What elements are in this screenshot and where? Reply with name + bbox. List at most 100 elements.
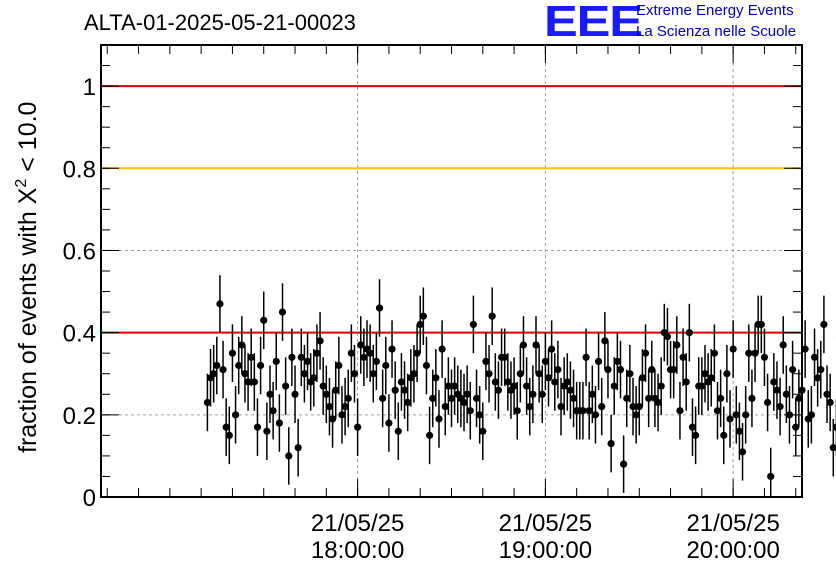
data-point bbox=[538, 390, 546, 398]
y-tick-labels: 0 0.2 0.4 0.6 0.8 1 bbox=[63, 74, 96, 512]
data-point bbox=[413, 349, 421, 357]
data-point bbox=[826, 398, 834, 407]
logo-text-line2: La Scienza nelle Scuole bbox=[636, 23, 797, 40]
data-point bbox=[613, 357, 621, 365]
data-point bbox=[228, 349, 237, 357]
data-point bbox=[585, 407, 593, 415]
data-point bbox=[466, 407, 474, 415]
y-axis-label-tail: < 10.0 bbox=[14, 102, 42, 179]
data-point bbox=[641, 349, 650, 357]
data-point bbox=[757, 320, 765, 329]
data-point bbox=[620, 460, 628, 468]
reference-lines bbox=[101, 85, 802, 334]
data-point bbox=[688, 423, 697, 431]
data-point bbox=[238, 341, 246, 349]
data-point bbox=[541, 357, 549, 365]
data-point bbox=[432, 374, 440, 382]
data-point bbox=[598, 403, 606, 411]
y-tick-label: 0.6 bbox=[63, 238, 96, 265]
data-point bbox=[513, 407, 521, 415]
data-point bbox=[382, 361, 390, 370]
data-point bbox=[316, 337, 324, 345]
x-tick-time-label: 20:00:00 bbox=[686, 537, 779, 564]
data-point bbox=[760, 353, 769, 361]
data-point bbox=[832, 423, 836, 431]
data-point bbox=[726, 415, 734, 423]
data-point bbox=[247, 353, 255, 361]
data-point bbox=[807, 411, 815, 419]
data-point bbox=[451, 382, 459, 390]
x-tick-date-label: 21/05/25 bbox=[311, 510, 404, 537]
data-point bbox=[278, 308, 287, 316]
x-tick-labels: 21/05/2518:00:0021/05/2519:00:0021/05/25… bbox=[311, 510, 780, 564]
chart-title: ALTA-01-2025-05-21-00023 bbox=[84, 10, 356, 35]
data-point bbox=[419, 312, 427, 320]
data-point bbox=[463, 390, 471, 398]
data-point bbox=[341, 403, 349, 411]
data-point bbox=[257, 361, 265, 370]
data-point bbox=[325, 403, 334, 411]
eee-logo: EEE bbox=[544, 0, 643, 46]
data-point bbox=[260, 316, 268, 324]
data-point bbox=[663, 333, 672, 341]
data-point bbox=[288, 353, 296, 361]
y-tick-label: 0.4 bbox=[63, 321, 96, 348]
data-point bbox=[544, 374, 553, 382]
y-tick-label: 0 bbox=[83, 485, 96, 512]
data-point bbox=[388, 345, 396, 353]
data-point bbox=[294, 444, 302, 452]
data-point bbox=[776, 403, 784, 411]
data-point bbox=[594, 357, 603, 365]
data-point bbox=[720, 431, 728, 439]
data-point bbox=[673, 341, 681, 349]
data-point bbox=[566, 386, 575, 394]
data-point bbox=[338, 411, 346, 419]
data-point bbox=[297, 353, 305, 361]
data-point bbox=[588, 390, 596, 398]
data-point bbox=[579, 407, 587, 415]
data-point bbox=[623, 394, 631, 402]
data-point bbox=[485, 370, 493, 378]
data-point bbox=[629, 403, 637, 411]
data-point bbox=[510, 382, 518, 390]
data-point bbox=[738, 448, 747, 456]
data-point bbox=[385, 419, 393, 427]
data-point bbox=[447, 394, 456, 402]
data-point bbox=[817, 366, 825, 374]
data-point bbox=[657, 382, 665, 390]
data-point bbox=[476, 411, 484, 419]
y-axis-label-superscript: 2 bbox=[13, 179, 30, 188]
data-point bbox=[394, 427, 402, 435]
data-point bbox=[795, 394, 803, 402]
data-point bbox=[253, 423, 262, 431]
data-point bbox=[441, 403, 449, 411]
data-point bbox=[231, 411, 240, 419]
data-point bbox=[241, 370, 249, 378]
data-point bbox=[285, 452, 293, 460]
data-point bbox=[569, 394, 578, 402]
data-point bbox=[335, 361, 343, 370]
data-point bbox=[535, 370, 543, 378]
data-point bbox=[591, 411, 600, 419]
data-point bbox=[519, 341, 528, 349]
data-point bbox=[300, 370, 309, 378]
data-point bbox=[729, 345, 737, 353]
data-point bbox=[526, 403, 534, 411]
data-point bbox=[213, 361, 221, 370]
data-point bbox=[372, 357, 380, 365]
data-point bbox=[438, 345, 446, 353]
data-point bbox=[269, 407, 277, 415]
data-point bbox=[219, 366, 227, 374]
data-point bbox=[563, 378, 571, 386]
data-point bbox=[313, 349, 321, 357]
x-tick-time-label: 18:00:00 bbox=[311, 537, 404, 564]
y-axis-label: fraction of events with X2 < 10.0 bbox=[13, 102, 42, 453]
data-point bbox=[429, 394, 437, 402]
plot-frame bbox=[100, 44, 803, 498]
data-point bbox=[494, 386, 503, 394]
data-point bbox=[400, 386, 409, 394]
data-point bbox=[263, 427, 271, 435]
data-point bbox=[332, 386, 340, 394]
grid-lines bbox=[101, 45, 802, 497]
